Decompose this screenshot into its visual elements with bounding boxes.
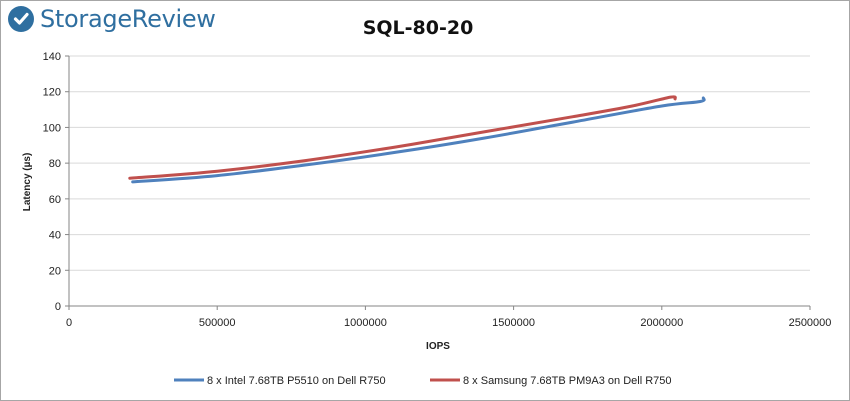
series-line-1 xyxy=(131,96,706,184)
y-axis-label: Latency (µs) xyxy=(22,153,33,212)
y-tick-label: 0 xyxy=(55,301,61,313)
legend: 8 x Intel 7.68TB P5510 on Dell R750 8 x S… xyxy=(174,375,672,387)
gridlines xyxy=(69,55,810,271)
x-tick-label: 2500000 xyxy=(789,317,832,329)
x-tick-label: 0 xyxy=(66,317,72,329)
y-tick-label: 120 xyxy=(43,87,61,99)
x-tick-label: 1000000 xyxy=(344,317,387,329)
series-lines xyxy=(128,95,706,184)
y-tick-label: 140 xyxy=(43,51,61,63)
y-tick-label: 20 xyxy=(49,265,61,277)
storagereview-logo: StorageReview xyxy=(6,4,216,34)
x-tick-label: 1500000 xyxy=(492,317,535,329)
y-tick-label: 100 xyxy=(43,122,61,134)
x-tick-label: 500000 xyxy=(199,317,236,329)
y-tick-label: 40 xyxy=(49,230,61,242)
storagereview-logo-icon xyxy=(8,6,34,32)
y-tick-label: 60 xyxy=(49,194,61,206)
brand-name: StorageReview xyxy=(40,5,216,33)
legend-label-2: 8 x Samsung 7.68TB PM9A3 on Dell R750 xyxy=(463,375,672,387)
chart-title: SQL-80-20 xyxy=(363,17,474,39)
series-line-2 xyxy=(128,95,677,180)
x-axis-ticks: 0 500000 1000000 1500000 2000000 2500000 xyxy=(66,306,831,329)
y-tick-label: 80 xyxy=(49,158,61,170)
x-axis-label: IOPS xyxy=(426,341,450,352)
axes xyxy=(68,56,810,307)
y-axis-ticks: 0 20 40 60 80 100 120 140 xyxy=(43,51,69,313)
x-tick-label: 2000000 xyxy=(640,317,683,329)
legend-label-1: 8 x Intel 7.68TB P5510 on Dell R750 xyxy=(207,375,386,387)
